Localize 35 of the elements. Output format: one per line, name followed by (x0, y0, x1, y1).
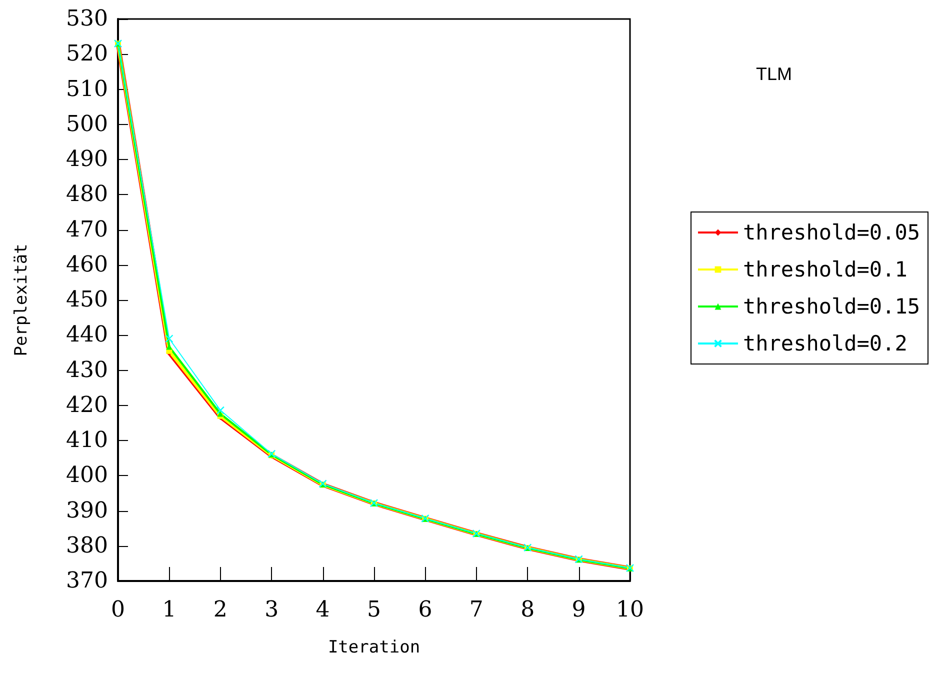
x-tick-label: 4 (316, 598, 330, 622)
legend-label: threshold=0.05 (742, 220, 920, 244)
x-axis-title: Iteration (328, 638, 420, 658)
y-tick-label: 510 (66, 76, 108, 102)
y-axis-title: Perplexität (12, 244, 32, 356)
x-tick-label: 7 (469, 598, 484, 622)
y-tick-label: 380 (66, 533, 108, 558)
y-tick-label: 410 (66, 428, 108, 453)
y-tick-label: 530 (66, 6, 108, 32)
y-tick-label: 500 (66, 112, 108, 137)
y-tick-label: 430 (66, 358, 108, 383)
y-tick-label: 490 (66, 147, 108, 172)
text: TLM (756, 64, 792, 84)
x-tick-label: 5 (367, 598, 381, 622)
legend-label: threshold=0.2 (742, 332, 908, 356)
y-tick-label: 520 (66, 42, 108, 67)
x-tick-label: 10 (616, 598, 644, 622)
y-tick-label: 440 (66, 322, 108, 348)
legend-label: threshold=0.15 (742, 294, 920, 318)
y-tick-label: 450 (66, 288, 108, 312)
y-tick-label: 470 (66, 217, 108, 242)
x-tick-label: 6 (418, 598, 432, 622)
x-tick-label: 1 (162, 598, 176, 622)
x-tick-label: 3 (264, 598, 279, 622)
y-tick-label: 390 (66, 498, 108, 524)
x-tick-label: 9 (572, 598, 586, 622)
y-tick-label: 480 (66, 182, 108, 208)
y-tick-label: 400 (66, 463, 108, 488)
y-tick-label: 420 (66, 392, 108, 418)
y-tick-label: 370 (66, 568, 108, 594)
y-tick-label: 460 (66, 252, 108, 278)
x-tick-label: 2 (213, 598, 228, 622)
x-tick-label: 0 (111, 598, 125, 622)
legend-label: threshold=0.1 (742, 258, 908, 282)
x-tick-label: 8 (520, 598, 535, 622)
